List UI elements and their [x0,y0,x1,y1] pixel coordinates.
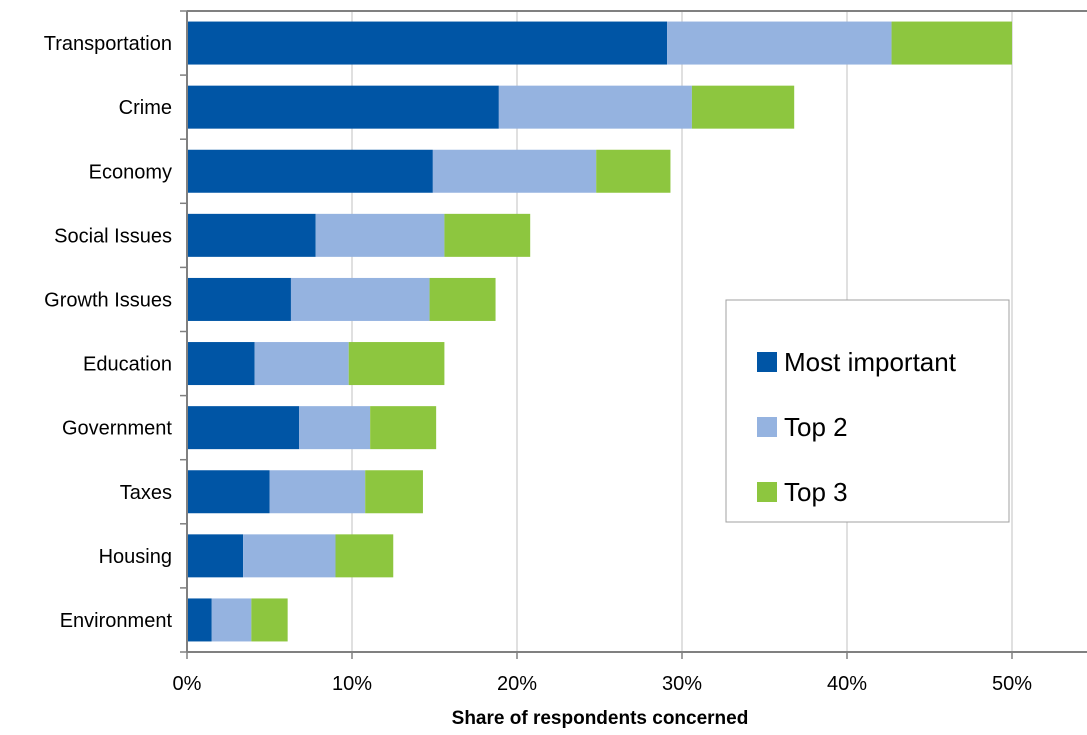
category-label: Social Issues [54,225,172,247]
bar-segment [243,534,336,578]
bar-segment [187,406,300,450]
x-tick-label: 30% [662,673,702,695]
bar-segment [498,85,692,129]
bar-segment [187,277,291,321]
bar-segment [365,470,423,514]
bar-segment [251,598,288,642]
category-label: Government [62,418,172,440]
legend-swatch [757,417,777,437]
category-label: Crime [119,97,172,119]
category-label: Taxes [120,482,172,504]
x-axis-title: Share of respondents concerned [452,708,749,729]
bar-segment [348,342,445,386]
legend-label: Top 3 [784,477,848,507]
bar-segment [370,406,437,450]
legend-label: Most important [784,347,957,377]
label-layer: 0% 10% 20% 30% 40% 50% Transportation Crime Econ… [44,33,1032,695]
bar-segment [187,470,270,514]
category-label: Environment [60,610,173,632]
axis-layer [180,10,1087,659]
bar-segment [299,406,371,450]
bar-segment [187,213,316,257]
bar-segment [187,598,212,642]
bar-segment [691,85,795,129]
x-tick-label: 40% [827,673,867,695]
bar-segment [187,21,668,65]
bar-segment [432,149,597,193]
bar-segment [187,149,433,193]
legend-label: Top 2 [784,412,848,442]
bar-segment [211,598,252,642]
category-label: Education [83,354,172,376]
category-label: Transportation [44,33,172,55]
bar-segment [315,213,445,257]
x-tick-label: 20% [497,673,537,695]
legend-swatch [757,482,777,502]
bar-segment [335,534,394,578]
bar-segment [290,277,430,321]
bar-segment [269,470,366,514]
x-tick-label: 0% [173,673,202,695]
bar-segment [444,213,531,257]
category-label: Housing [99,546,172,568]
category-label: Growth Issues [44,289,172,311]
x-tick-label: 50% [992,673,1032,695]
legend: Most important Top 2 Top 3 [725,299,1010,523]
x-tick-label: 10% [332,673,372,695]
bar-segment [596,149,671,193]
legend-swatch [757,352,777,372]
bar-segment [891,21,1012,65]
bar-segment [187,342,255,386]
bar-segment [254,342,349,386]
category-label: Economy [89,161,172,183]
bar-segment [187,85,499,129]
bar-segment [187,534,244,578]
bar-layer [187,21,1012,642]
bar-segment [667,21,892,65]
bar-segment [429,277,496,321]
